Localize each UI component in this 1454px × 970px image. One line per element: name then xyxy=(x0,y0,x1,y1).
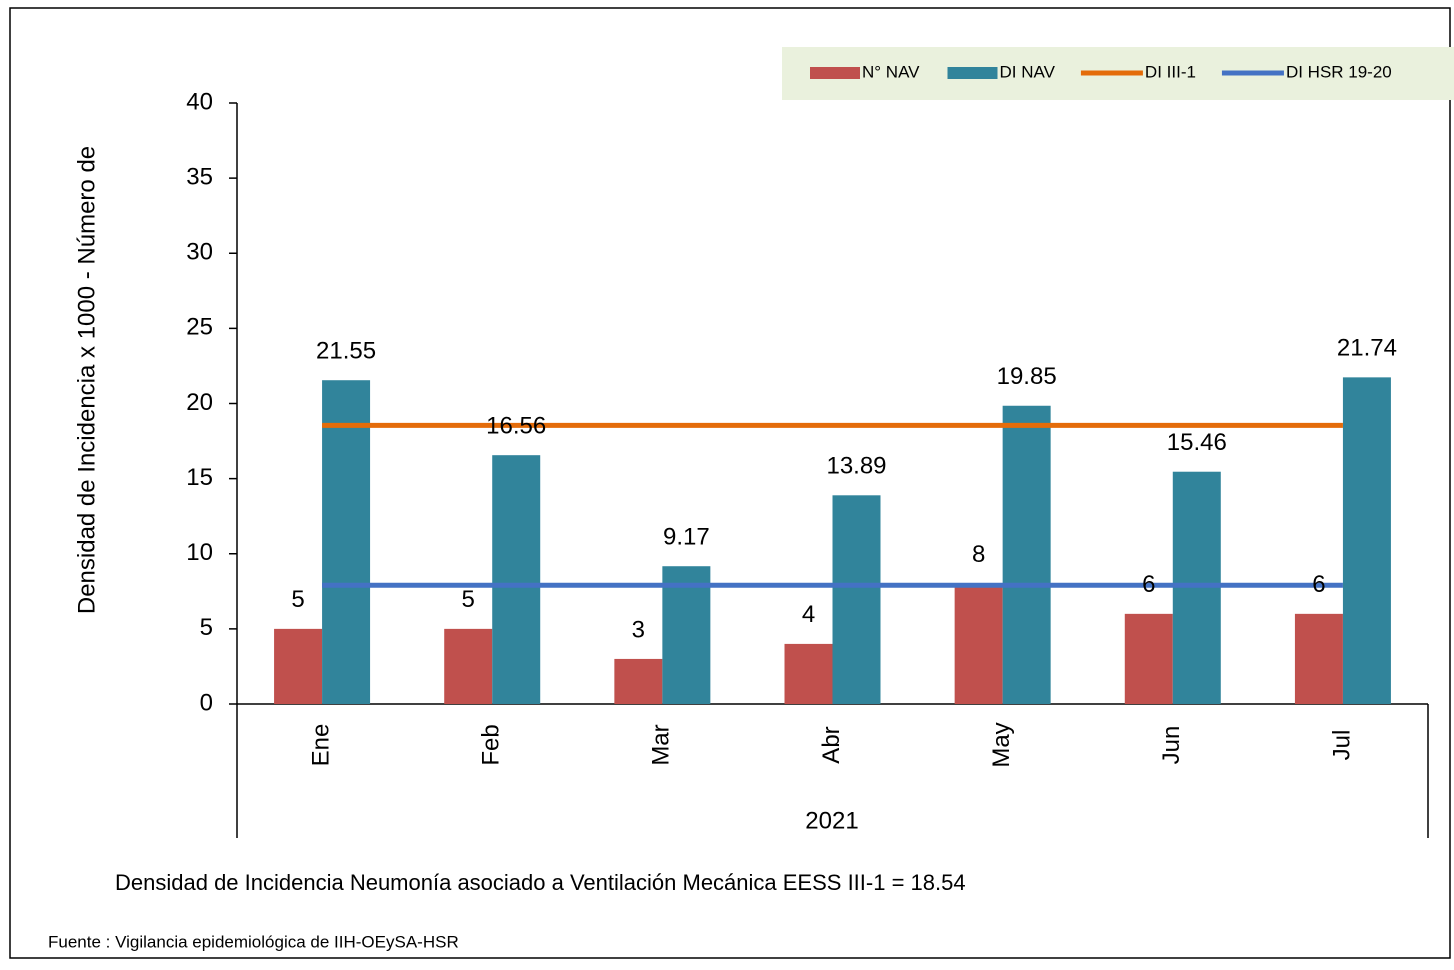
y-tick-label: 10 xyxy=(186,539,213,566)
data-label: 9.17 xyxy=(663,524,710,551)
bar xyxy=(322,380,371,704)
bar xyxy=(1172,471,1221,704)
y-axis-label: Densidad de Incidencia x 1000 - Número d… xyxy=(73,146,100,614)
data-label: 16.56 xyxy=(486,413,546,440)
y-tick-label: 15 xyxy=(186,464,213,491)
x-tick-label: Jul xyxy=(1328,730,1355,761)
data-label: 5 xyxy=(291,586,304,613)
data-label: 13.89 xyxy=(826,453,886,480)
bar xyxy=(1294,613,1343,704)
data-label: 21.55 xyxy=(316,338,376,365)
x-tick-label: Jun xyxy=(1158,726,1185,765)
annotation: Densidad de Incidencia Neumonía asociado… xyxy=(115,870,966,895)
data-label: 21.74 xyxy=(1337,335,1397,362)
legend-label: DI HSR 19-20 xyxy=(1286,62,1392,81)
data-label: 8 xyxy=(972,541,985,568)
source: Fuente : Vigilancia epidemiológica de II… xyxy=(48,932,459,951)
data-label: 6 xyxy=(1312,571,1325,598)
data-label: 4 xyxy=(802,601,815,628)
y-tick-label: 25 xyxy=(186,314,213,341)
bar xyxy=(444,628,493,704)
legend-swatch xyxy=(810,67,860,79)
x-tick-label: Ene xyxy=(307,724,334,767)
bar xyxy=(614,658,663,704)
data-label: 3 xyxy=(632,616,645,643)
data-label: 19.85 xyxy=(997,363,1057,390)
legend-swatch xyxy=(947,67,998,79)
x-group-label: 2021 xyxy=(805,807,858,834)
data-label: 6 xyxy=(1142,571,1155,598)
y-tick-label: 20 xyxy=(186,389,213,416)
x-tick-label: May xyxy=(988,722,1015,767)
chart-frame xyxy=(9,7,1451,959)
bar xyxy=(1124,613,1173,704)
bar xyxy=(832,495,881,704)
bar xyxy=(1342,377,1391,704)
legend-label: DI NAV xyxy=(1000,62,1056,81)
x-tick-label: Feb xyxy=(478,724,505,765)
y-tick-label: 35 xyxy=(186,163,213,190)
y-tick-label: 40 xyxy=(186,88,213,115)
legend-label: N° NAV xyxy=(862,62,920,81)
bar xyxy=(662,566,711,704)
bar xyxy=(784,643,833,704)
y-tick-label: 30 xyxy=(186,239,213,266)
y-tick-label: 5 xyxy=(200,614,213,641)
data-label: 5 xyxy=(462,586,475,613)
x-tick-label: Mar xyxy=(648,724,675,765)
y-tick-label: 0 xyxy=(200,689,213,716)
bar xyxy=(954,583,1003,704)
x-tick-label: Abr xyxy=(818,726,845,763)
bar xyxy=(1002,405,1051,704)
data-label: 15.46 xyxy=(1167,429,1227,456)
bar xyxy=(274,628,323,704)
bar xyxy=(492,455,541,704)
legend-label: DI III-1 xyxy=(1145,62,1196,81)
